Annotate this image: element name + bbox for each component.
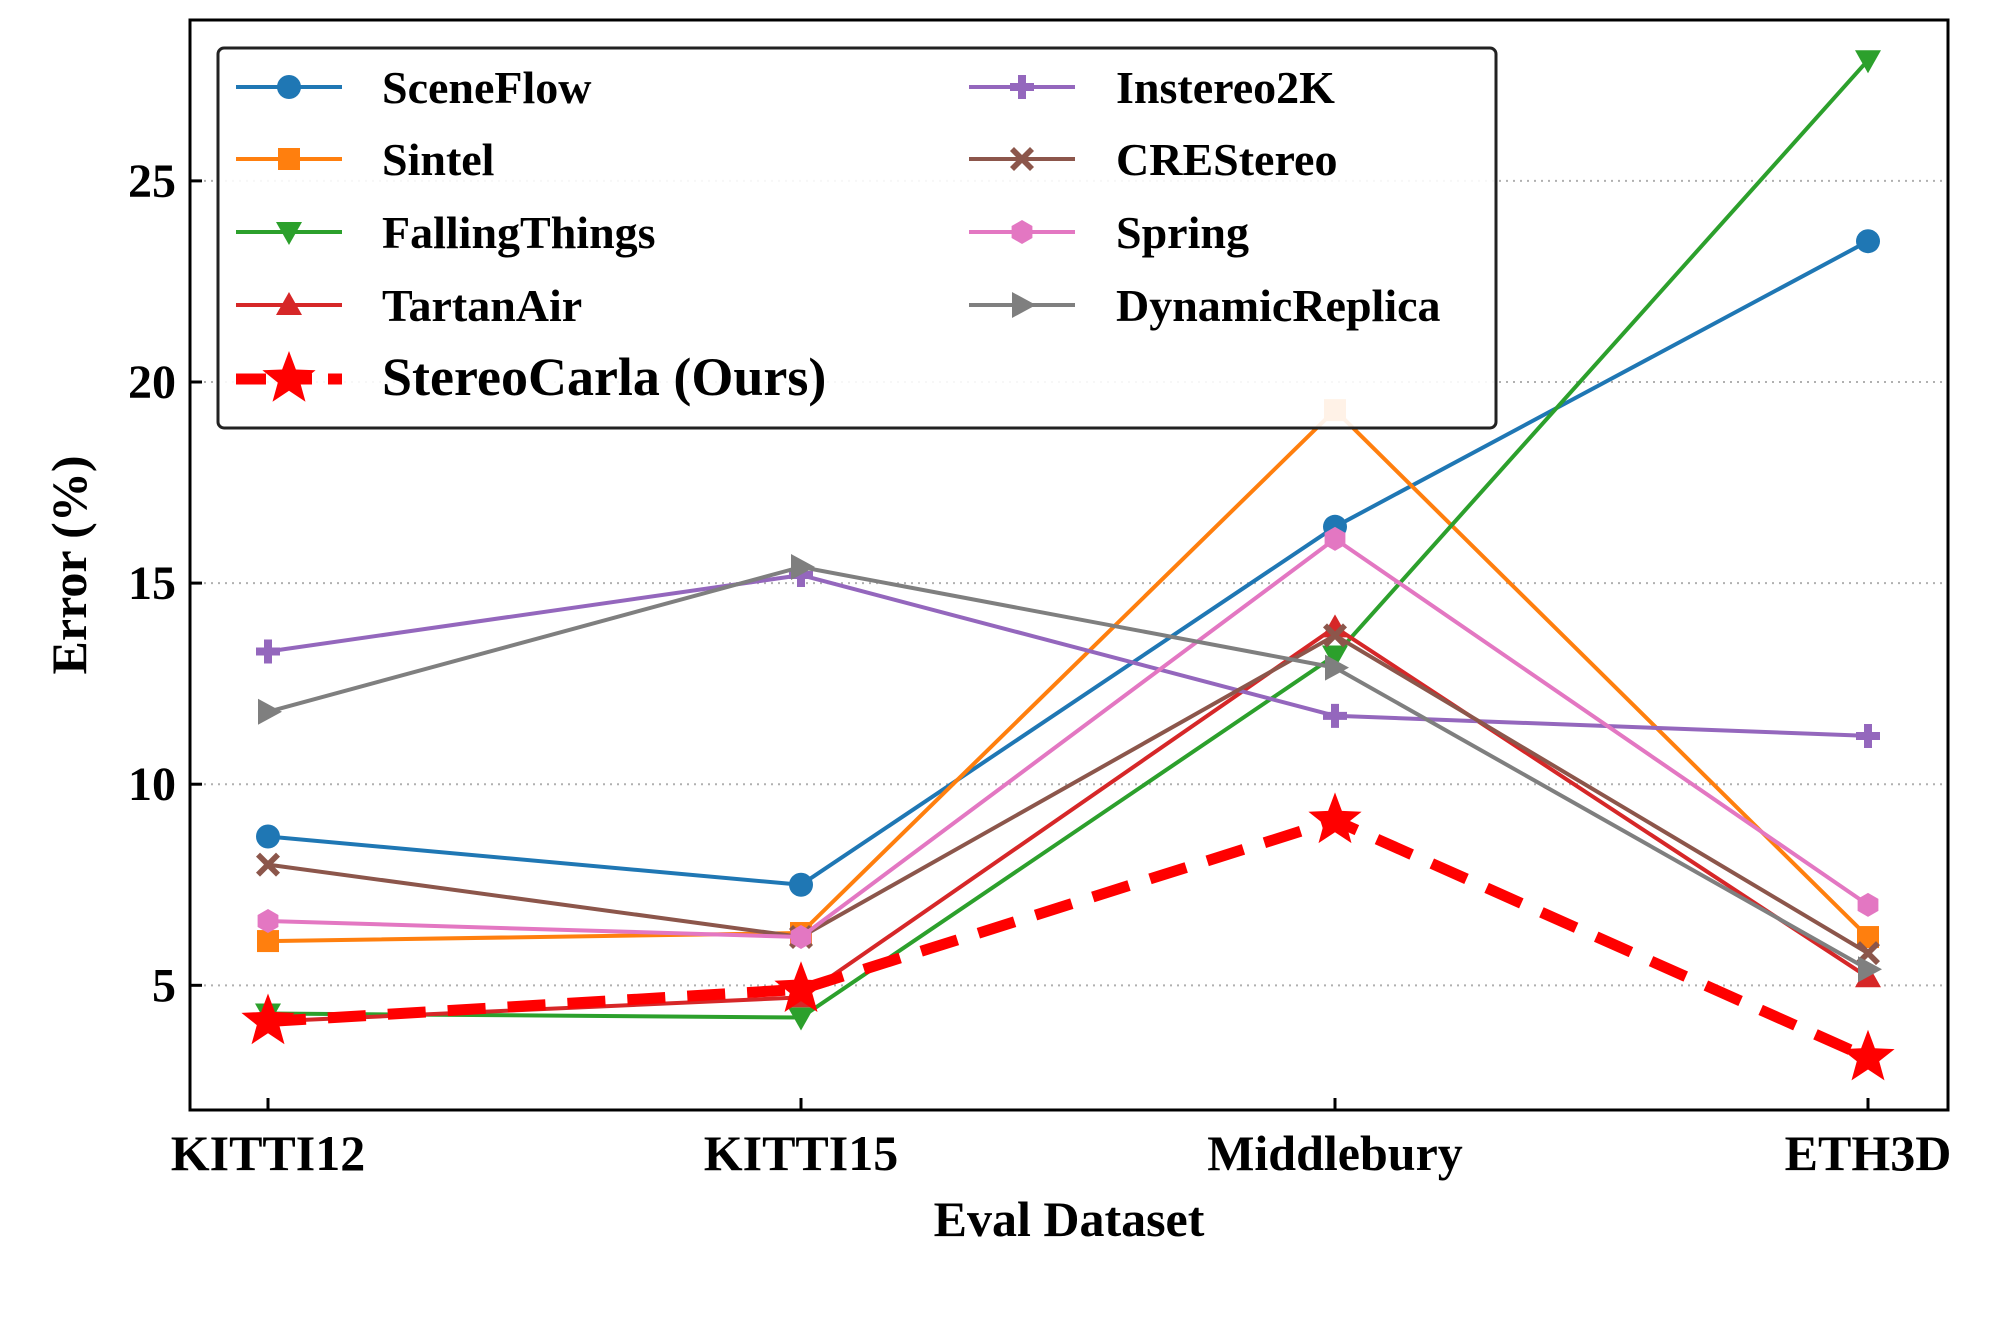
data-point-crestereo-middlebury [1323,623,1347,648]
legend-entry-stereocarla-ours: StereoCarla (Ours) [236,347,826,407]
data-point-dynamicreplica-middlebury [1325,654,1349,681]
legend-label: FallingThings [382,207,656,258]
data-point-sceneflow-eth3d [1856,229,1880,254]
legend-box [216,46,1498,430]
data-point-fallingthings-kitti15 [788,1007,814,1031]
series-line-fallingthings [267,58,1870,1020]
series-line-dynamicreplica [267,565,1869,971]
data-point-instereo2k-kitti12 [256,639,280,664]
data-point-stereocarla-ours-kitti15 [774,961,828,1012]
legend-label: StereoCarla (Ours) [382,347,826,407]
legend-label: TartanAir [382,280,582,331]
data-point-stereocarla-ours-kitti12 [241,993,295,1045]
series-instereo2k [256,563,1880,748]
data-point-sintel-kitti12 [257,930,279,953]
legend-entry-tartanair: TartanAir [236,280,582,331]
series-stereocarla-ours [241,792,1895,1081]
y-tick-label: 15 [128,557,176,610]
series-line-sintel [267,408,1870,944]
legend-marker [1012,292,1036,318]
series-line-stereocarla-ours [267,814,1871,1063]
series-line-sceneflow [267,239,1869,887]
data-point-stereocarla-ours-middlebury [1308,792,1362,844]
series-spring [257,526,1879,949]
legend-marker [1010,147,1034,171]
legend-entry-crestereo: CREStereo [969,134,1337,185]
data-point-sceneflow-kitti15 [789,872,813,897]
series-line-spring [267,536,1870,939]
data-point-dynamicreplica-kitti15 [791,554,815,581]
series-crestereo [256,623,1880,966]
y-tick-label: 5 [152,959,176,1012]
legend-marker [276,292,302,315]
y-tick-label: 25 [128,155,176,208]
legend-entry-fallingthings: FallingThings [236,207,656,258]
legend-label: Spring [1116,207,1249,258]
y-axis-label: Error (%) [41,456,97,675]
axis-ticks: 5 10 15 20 25 KITTI12 KITTI15 Middlebury ETH3D [128,155,1951,1181]
x-tick-label-kitti12: KITTI12 [171,1125,366,1181]
legend-label: SceneFlow [382,62,592,113]
legend-entry-spring: Spring [969,207,1249,258]
series-sintel [257,399,1879,953]
series-line-tartanair [267,625,1870,1024]
legend-marker [262,351,316,402]
x-axis-label: Eval Dataset [934,1191,1205,1247]
data-point-spring-kitti12 [257,909,279,933]
legend-marker [278,148,300,170]
data-point-dynamicreplica-eth3d [1858,956,1882,983]
data-point-dynamicreplica-kitti12 [258,698,282,725]
legend-marker [1010,75,1034,99]
data-point-sceneflow-kitti12 [256,824,280,849]
data-point-sintel-eth3d [1857,926,1879,949]
data-point-spring-middlebury [1324,526,1346,551]
data-point-instereo2k-eth3d [1856,723,1880,748]
data-point-stereocarla-ours-eth3d [1841,1029,1895,1081]
plot-frame [188,18,1950,1112]
legend-entry-sintel: Sintel [236,134,494,185]
legend-label: Instereo2K [1116,62,1335,113]
data-point-fallingthings-middlebury [1322,645,1348,669]
data-point-spring-eth3d [1857,892,1879,917]
x-tick-label-middlebury: Middlebury [1207,1125,1463,1181]
data-point-crestereo-kitti12 [256,852,280,877]
x-tick-label-eth3d: ETH3D [1785,1125,1952,1181]
data-point-fallingthings-eth3d [1855,50,1881,74]
legend-marker [277,75,301,99]
y-tick-label: 10 [128,758,176,811]
series-line-instereo2k [267,573,1869,738]
data-point-instereo2k-kitti15 [789,563,813,588]
legend-marker [1011,220,1033,244]
legend-entry-instereo2k: Instereo2K [969,62,1335,113]
legend-label: CREStereo [1116,134,1337,185]
x-tick-label-kitti15: KITTI15 [704,1125,899,1181]
legend-label: DynamicReplica [1116,280,1441,331]
legend-marker [276,222,302,245]
legend: SceneFlow Sintel FallingThings TartanAir Ste… [216,46,1498,430]
data-point-spring-kitti15 [790,925,812,949]
legend-label: Sintel [382,134,494,185]
data-point-instereo2k-middlebury [1323,703,1347,728]
series-line-crestereo [267,633,1870,955]
y-tick-label: 20 [128,356,176,409]
series-dynamicreplica [258,554,1882,983]
legend-entry-sceneflow: SceneFlow [236,62,592,113]
legend-entry-dynamicreplica: DynamicReplica [969,280,1441,331]
series-tartanair [255,614,1881,1032]
